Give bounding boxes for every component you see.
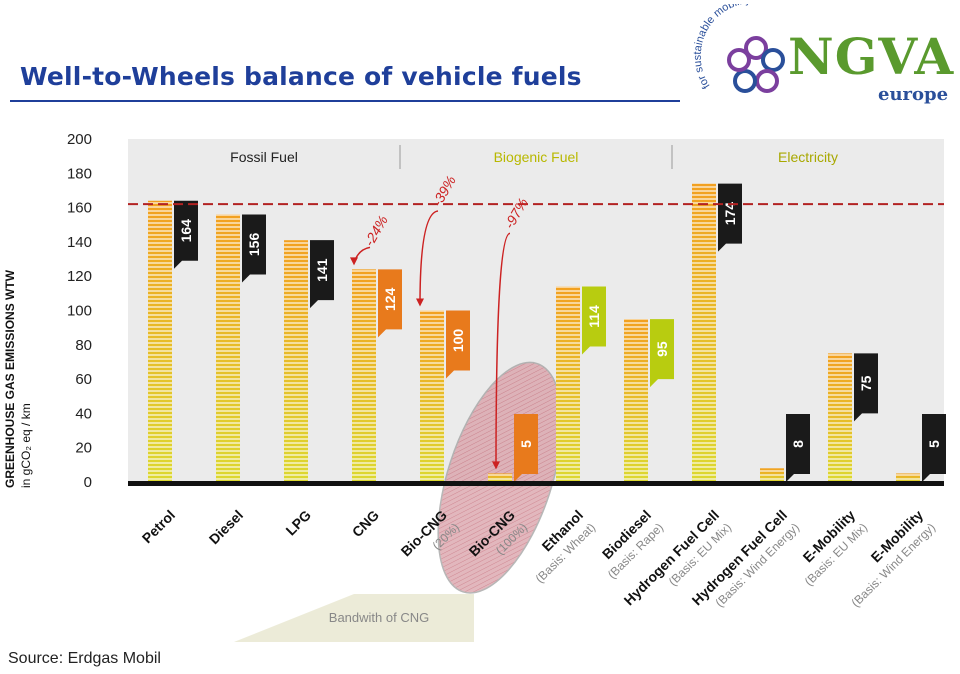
bar-stripes: [148, 200, 172, 482]
y-tick-label: 120: [67, 268, 92, 285]
y-tick-label: 140: [67, 234, 92, 251]
logo-graphic: for sustainable mobility: [692, 0, 785, 93]
group-label: Electricity: [778, 149, 838, 165]
data-label: 174: [722, 202, 738, 226]
annotation-arrow: [419, 210, 439, 305]
annotation-arrowhead: [350, 257, 358, 266]
bandwidth-label: Bandwith of CNG: [329, 610, 429, 625]
y-tick-label: 80: [75, 337, 92, 354]
value-flag: [310, 240, 334, 309]
data-label: 114: [586, 305, 602, 328]
group-label: Fossil Fuel: [230, 149, 298, 165]
bandwidth-band: [234, 594, 474, 642]
logo-sub: europe: [878, 84, 949, 105]
y-axis-unit: in gCO₂ eq / km: [19, 403, 33, 488]
category-label: Petrol: [139, 507, 178, 546]
annotation-arrowhead: [416, 298, 424, 307]
annotation-arrow: [495, 232, 511, 468]
data-label: 100: [450, 329, 466, 353]
data-label: 164: [178, 219, 194, 243]
category-label: CNG: [349, 507, 382, 540]
logo-arc-text: for sustainable mobility: [692, 0, 752, 91]
annotation-arrowhead: [492, 461, 500, 470]
value-flag: [514, 414, 538, 482]
y-tick-label: 100: [67, 303, 92, 320]
bar-stripes: [556, 286, 580, 482]
bar-stripes: [624, 319, 648, 482]
value-flag: [854, 353, 878, 422]
value-flag: [786, 414, 810, 482]
flower-icon: [727, 36, 785, 93]
value-flag: [446, 310, 470, 379]
data-label: 5: [518, 440, 534, 448]
data-label: 5: [926, 440, 942, 448]
ngva-logo: for sustainable mobility NGVA europe: [688, 0, 958, 114]
category-label: Diesel: [206, 507, 246, 547]
category-label: LPG: [282, 507, 314, 539]
bar-stripes: [352, 269, 376, 482]
emissions-chart: 0 20 40 60 80 100 120 140 160 180 200 GREENHOUSE GA…: [3, 131, 946, 642]
data-label: 8: [790, 440, 806, 448]
bar-stripes: [488, 473, 512, 482]
data-label: 156: [246, 233, 262, 257]
logo-name: NGVA: [788, 27, 955, 86]
data-label: 141: [314, 258, 330, 282]
page-title: Well-to-Wheels balance of vehicle fuels: [20, 62, 582, 91]
y-tick-label: 60: [75, 371, 92, 388]
y-tick-label: 0: [84, 474, 92, 491]
value-flag: [650, 319, 674, 388]
y-tick-label: 20: [75, 440, 92, 457]
bar-stripes: [828, 353, 852, 482]
value-flag: [922, 414, 946, 482]
value-flag: [582, 286, 606, 355]
bar-stripes: [216, 214, 240, 482]
y-tick-label: 160: [67, 200, 92, 217]
source-note: Source: Erdgas Mobil: [8, 650, 161, 667]
y-tick-label: 180: [67, 165, 92, 182]
value-flag: [378, 269, 402, 338]
bar-stripes: [760, 468, 784, 482]
value-flag: [242, 214, 266, 283]
value-flag: [174, 200, 198, 269]
data-label: 124: [382, 287, 398, 311]
data-label: 95: [654, 341, 670, 357]
y-tick-label: 40: [75, 405, 92, 422]
bar-stripes: [284, 240, 308, 482]
bar-stripes: [692, 183, 716, 482]
bar-stripes: [420, 310, 444, 482]
svg-text:for sustainable mobility: for sustainable mobility: [692, 4, 752, 91]
data-label: 75: [858, 375, 874, 391]
y-tick-label: 200: [67, 131, 92, 148]
value-flag: [718, 183, 742, 252]
group-label: Biogenic Fuel: [494, 149, 579, 165]
y-axis-title: GREENHOUSE GAS EMISSIONS WTW: [3, 269, 17, 488]
bar-stripes: [896, 473, 920, 482]
x-axis-line: [128, 481, 944, 486]
title-underline: [10, 100, 680, 102]
